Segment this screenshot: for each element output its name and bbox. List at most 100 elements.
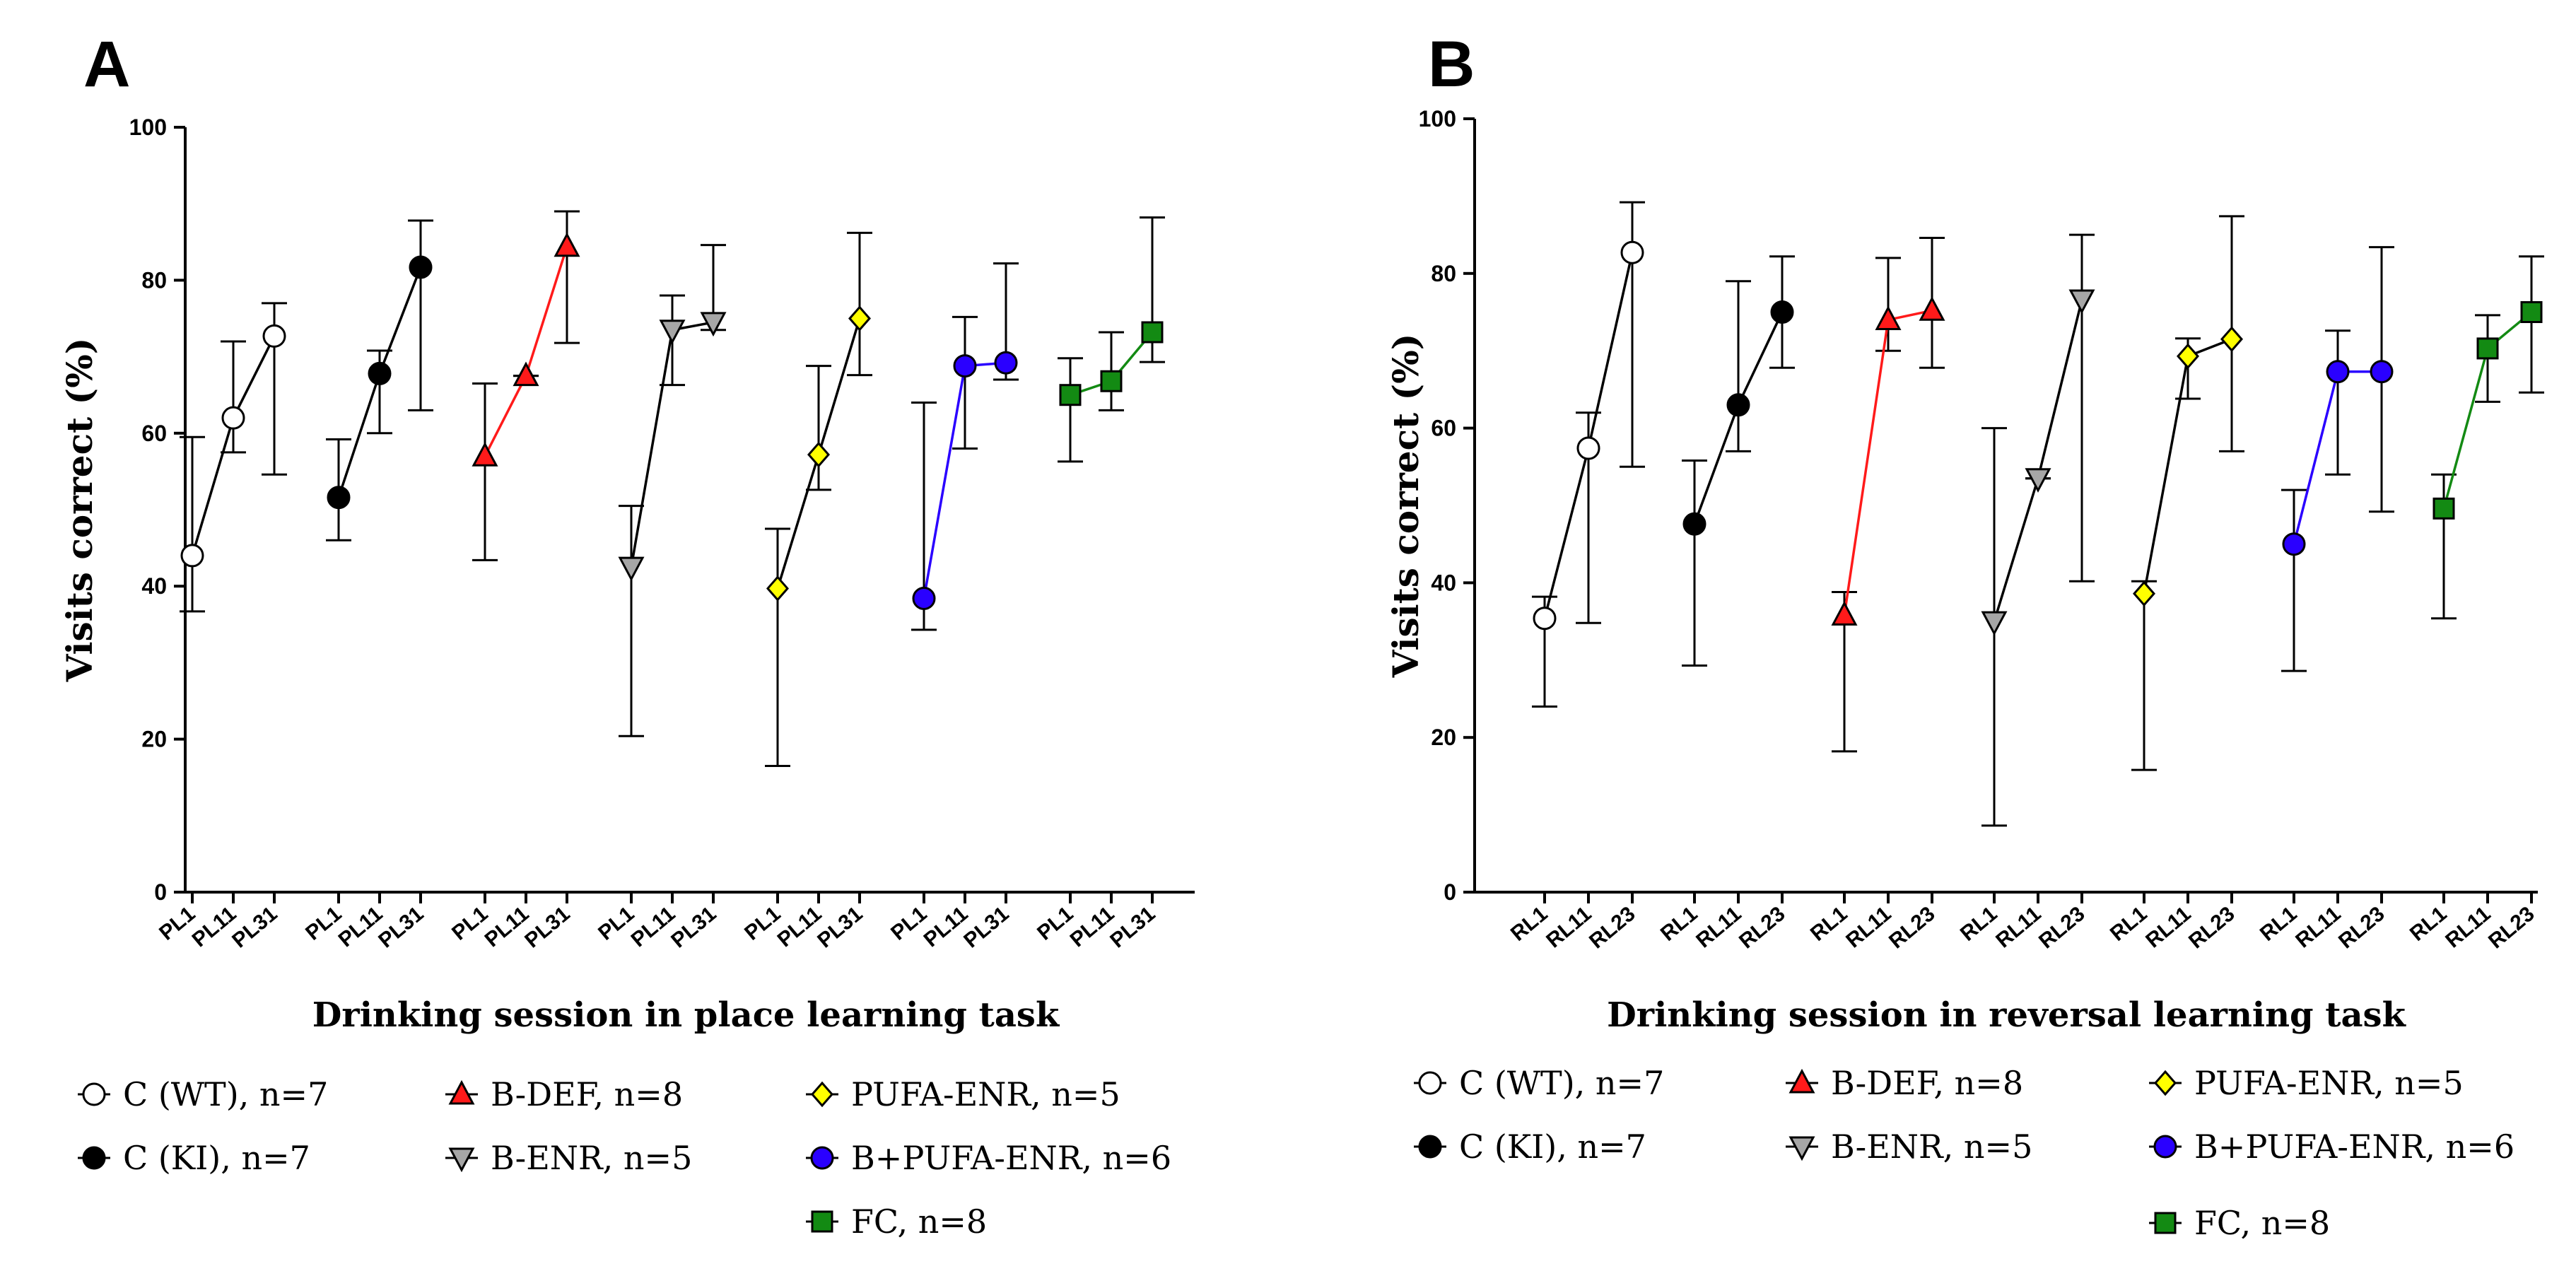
legend-marker	[2154, 1212, 2177, 1234]
data-point	[1620, 240, 1644, 264]
x-tick-label: RL11	[1842, 902, 1895, 952]
legend-marker	[82, 1146, 106, 1170]
data-point	[659, 320, 686, 344]
y-axis-label-b: Visits correct (%)	[1385, 334, 1427, 679]
legend-marker	[811, 1210, 833, 1233]
chart-panel-b: 0 20 40 60 80 100 Visits correct (%) Drinking s…	[1385, 106, 2544, 1242]
x-tick-label: PL11	[334, 902, 387, 952]
y-tick-label: 0	[1444, 879, 1456, 905]
y-tick-label: 20	[1431, 725, 1456, 750]
data-point	[2476, 337, 2499, 360]
legend-marker	[1418, 1071, 1442, 1095]
legend-label: B-ENR, n=5	[491, 1139, 692, 1177]
data-point	[2282, 532, 2306, 556]
chart-panel-a: 0 20 40 60 80 100 Visits correct (%) Drinking s…	[59, 115, 1195, 1241]
legend-label: B+PUFA-ENR, n=6	[851, 1139, 1171, 1177]
x-tick-label: PL11	[627, 902, 680, 952]
series-line	[1843, 309, 1933, 616]
x-tick-label: RL11	[1692, 902, 1745, 952]
data-point	[221, 406, 245, 430]
legend-label: PUFA-ENR, n=5	[851, 1075, 1120, 1113]
legend-item: B+PUFA-ENR, n=6	[2149, 1128, 2514, 1166]
x-tick-label: RL11	[2141, 902, 2195, 952]
y-tick-label: 100	[129, 115, 167, 140]
legend-marker	[2153, 1135, 2177, 1159]
data-point	[262, 324, 286, 348]
legend-item: FC, n=8	[806, 1202, 987, 1241]
y-tick-label: 100	[1419, 106, 1456, 131]
x-tick-label: PL11	[481, 902, 534, 952]
legend-item: PUFA-ENR, n=5	[806, 1075, 1120, 1113]
data-point	[1059, 384, 1082, 406]
data-point	[2520, 301, 2543, 323]
x-tick-label: RL11	[1991, 902, 2045, 952]
data-point	[618, 556, 645, 582]
legend-item: PUFA-ENR, n=5	[2149, 1064, 2464, 1102]
data-point	[848, 305, 871, 332]
data-point	[994, 351, 1018, 375]
legend-item: C (KI), n=7	[78, 1139, 310, 1177]
legend-item: B-ENR, n=5	[445, 1139, 692, 1177]
legend-label: C (KI), n=7	[1459, 1128, 1646, 1166]
x-tick-label: PL11	[920, 902, 973, 952]
data-point	[472, 442, 498, 467]
x-tick-label: RL23	[2035, 902, 2089, 953]
data-point	[1981, 611, 2008, 636]
x-axis-label-b: Drinking session in reversal learning ta…	[1607, 995, 2406, 1035]
data-point	[2326, 360, 2350, 384]
legend-marker	[448, 1079, 475, 1105]
x-tick-label: RL11	[2291, 902, 2345, 952]
x-tick-label: RL11	[1542, 902, 1596, 952]
y-tick-label: 80	[141, 267, 167, 293]
data-point	[1875, 305, 1902, 330]
x-tick-label: RL23	[1585, 902, 1639, 953]
legend-item: B-DEF, n=8	[445, 1075, 683, 1113]
y-tick-label: 40	[141, 573, 167, 599]
data-point	[1726, 393, 1750, 417]
x-tick-label: RL23	[1885, 902, 1939, 953]
data-point	[554, 232, 580, 257]
legend-marker	[1788, 1136, 1815, 1161]
legend-marker	[810, 1146, 834, 1170]
y-tick-label: 40	[1431, 570, 1456, 595]
data-point	[1100, 370, 1123, 392]
data-point	[2025, 468, 2051, 493]
legend-label: B+PUFA-ENR, n=6	[2194, 1128, 2514, 1166]
legend-label: C (WT), n=7	[123, 1075, 328, 1113]
panel-letter-a: A	[83, 28, 130, 100]
data-point	[766, 575, 789, 602]
panel-letter-b: B	[1428, 28, 1475, 100]
legend-label: B-ENR, n=5	[1831, 1128, 2032, 1166]
data-point	[180, 544, 204, 568]
x-tick-label: RL23	[2334, 902, 2389, 953]
y-tick-label: 0	[154, 879, 167, 905]
data-point	[1533, 607, 1557, 631]
data-point	[368, 361, 392, 385]
x-tick-label: PL31	[374, 902, 428, 952]
data-point	[1141, 321, 1164, 344]
x-tick-label: RL23	[1735, 902, 1789, 953]
legend-item: B-DEF, n=8	[1786, 1064, 2023, 1102]
legend-label: C (KI), n=7	[123, 1139, 310, 1177]
data-point	[700, 312, 727, 337]
x-axis-label-a: Drinking session in place learning task	[312, 995, 1060, 1035]
data-point	[1831, 601, 1858, 626]
legend-item: B+PUFA-ENR, n=6	[806, 1139, 1171, 1177]
legend-marker	[448, 1147, 475, 1173]
data-point	[409, 255, 433, 279]
legend-marker	[1418, 1135, 1442, 1159]
legend-marker	[82, 1082, 106, 1106]
